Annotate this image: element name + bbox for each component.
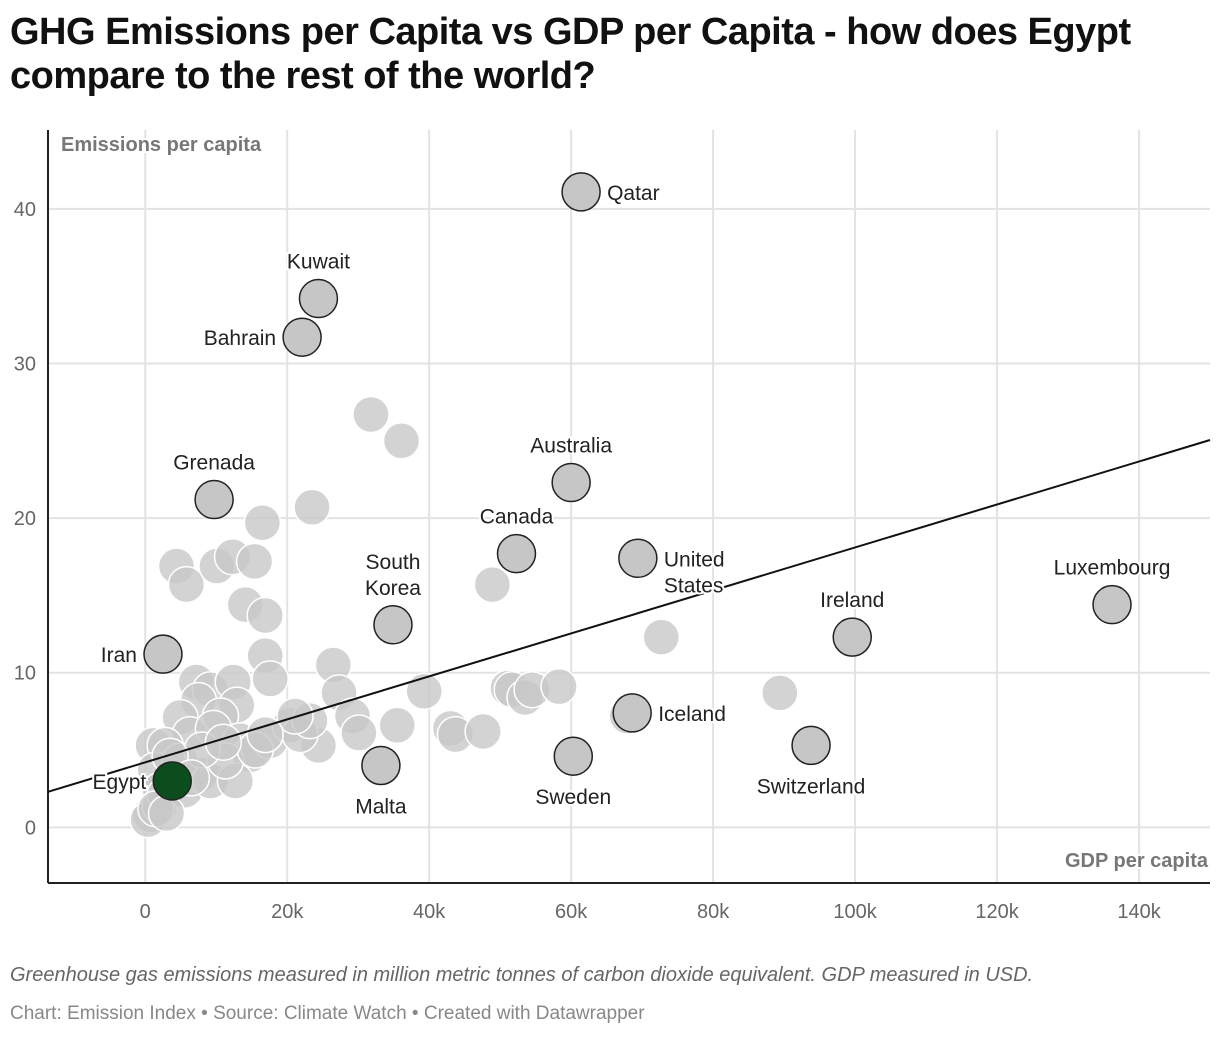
data-point bbox=[167, 565, 206, 604]
y-axis-label: Emissions per capita bbox=[61, 134, 262, 156]
data-point bbox=[246, 715, 284, 754]
labeled-point bbox=[551, 462, 591, 503]
point-label: Grenada bbox=[173, 452, 255, 475]
data-point bbox=[378, 706, 416, 745]
data-point bbox=[352, 395, 390, 434]
data-point bbox=[204, 723, 243, 762]
chart-title: GHG Emissions per Capita vs GDP per Capi… bbox=[10, 11, 1131, 97]
point-label: Malta bbox=[355, 795, 407, 818]
labeled-point bbox=[194, 479, 234, 520]
y-tick-label: 0 bbox=[25, 817, 36, 839]
point-label: Iceland bbox=[658, 703, 726, 726]
point-label: Kuwait bbox=[287, 251, 350, 274]
y-tick-label: 40 bbox=[14, 199, 36, 221]
labeled-point bbox=[618, 538, 658, 579]
data-point bbox=[464, 712, 502, 751]
point-label: Bahrain bbox=[204, 327, 276, 350]
labeled-point bbox=[496, 533, 537, 574]
x-axis-label: GDP per capita bbox=[1065, 850, 1209, 872]
labeled-point bbox=[612, 693, 652, 733]
point-label: Sweden bbox=[535, 786, 611, 809]
point-label: Ireland bbox=[820, 589, 884, 612]
point-label: United States bbox=[664, 548, 725, 597]
labeled-point bbox=[298, 278, 339, 319]
point-label: Qatar bbox=[607, 182, 660, 205]
point-label: Iran bbox=[101, 644, 137, 667]
data-point bbox=[293, 488, 331, 527]
labeled-point bbox=[561, 172, 601, 212]
highlight-point bbox=[152, 761, 192, 801]
labeled-point bbox=[553, 736, 594, 776]
data-point bbox=[246, 596, 284, 635]
point-label: Luxembourg bbox=[1054, 557, 1171, 580]
data-point bbox=[251, 660, 289, 698]
x-tick-label: 20k bbox=[271, 901, 304, 923]
labeled-point bbox=[373, 605, 413, 645]
chart-byline: Chart: Emission Index • Source: Climate … bbox=[10, 1003, 645, 1024]
x-tick-label: 40k bbox=[413, 901, 446, 923]
labeled-point bbox=[143, 634, 183, 674]
scatter-chart: 0 20k 40k 60k 80k 100k 120k 140k 0 10 20 30 40 Qatar K… bbox=[14, 130, 1211, 923]
data-point bbox=[340, 714, 378, 752]
y-tick-label: 30 bbox=[14, 353, 36, 375]
data-point bbox=[147, 794, 186, 833]
point-label: South Korea bbox=[365, 551, 421, 600]
labeled-point bbox=[1092, 584, 1132, 625]
data-point bbox=[761, 674, 799, 712]
point-label: Switzerland bbox=[757, 775, 866, 798]
chart-notes: Greenhouse gas emissions measured in mil… bbox=[10, 964, 1034, 986]
labeled-point bbox=[361, 745, 401, 786]
x-tick-label: 0 bbox=[140, 901, 151, 923]
y-tick-label: 20 bbox=[14, 508, 36, 530]
data-point bbox=[243, 503, 282, 542]
labeled-point bbox=[282, 317, 322, 357]
point-label: Egypt bbox=[93, 771, 147, 794]
data-point bbox=[473, 565, 512, 604]
data-point bbox=[235, 542, 274, 581]
trend-line bbox=[47, 439, 1211, 793]
x-tick-label: 140k bbox=[1117, 901, 1161, 923]
data-point bbox=[405, 672, 443, 711]
x-tick-label: 80k bbox=[697, 901, 730, 923]
x-tick-label: 120k bbox=[975, 901, 1019, 923]
labeled-point bbox=[832, 617, 872, 657]
x-tick-label: 60k bbox=[555, 901, 588, 923]
data-point bbox=[382, 422, 421, 460]
labeled-point bbox=[791, 725, 831, 766]
data-point bbox=[642, 618, 681, 656]
point-label: Australia bbox=[530, 435, 612, 458]
x-tick-label: 100k bbox=[833, 901, 877, 923]
y-tick-label: 10 bbox=[14, 663, 36, 685]
data-point bbox=[540, 667, 578, 706]
point-label: Canada bbox=[480, 506, 554, 529]
